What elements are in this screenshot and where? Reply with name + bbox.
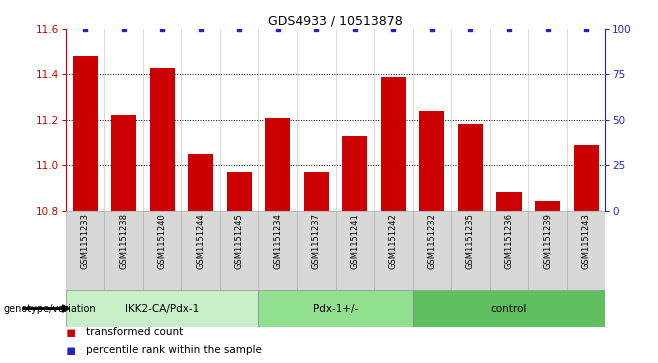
Bar	[535, 201, 560, 211]
Text: ▪: ▪	[66, 343, 76, 358]
Text: control: control	[491, 303, 527, 314]
Text: GSM1151242: GSM1151242	[389, 213, 398, 269]
Bar	[297, 211, 336, 290]
Bar	[413, 290, 605, 327]
Bar	[413, 211, 451, 290]
Bar	[66, 211, 105, 290]
Bar	[490, 211, 528, 290]
Bar	[220, 211, 259, 290]
Bar	[574, 145, 599, 211]
Bar	[105, 211, 143, 290]
Bar	[265, 118, 290, 211]
Bar	[567, 211, 605, 290]
Text: ▪: ▪	[66, 325, 76, 340]
Bar	[374, 211, 413, 290]
Bar	[451, 211, 490, 290]
Bar	[66, 290, 259, 327]
Bar	[111, 115, 136, 211]
Text: transformed count: transformed count	[86, 327, 183, 337]
Bar	[342, 136, 367, 211]
Text: GSM1151240: GSM1151240	[158, 213, 166, 269]
Text: GSM1151245: GSM1151245	[235, 213, 243, 269]
Text: Pdx-1+/-: Pdx-1+/-	[313, 303, 358, 314]
Bar	[182, 211, 220, 290]
Bar	[188, 154, 213, 211]
Bar	[336, 211, 374, 290]
Bar	[381, 77, 406, 211]
Text: GSM1151244: GSM1151244	[196, 213, 205, 269]
Bar	[497, 192, 522, 211]
Text: GSM1151234: GSM1151234	[273, 213, 282, 269]
Bar	[304, 172, 329, 211]
Text: GSM1151238: GSM1151238	[119, 213, 128, 269]
Text: GSM1151237: GSM1151237	[312, 213, 321, 269]
Text: GSM1151239: GSM1151239	[543, 213, 552, 269]
Text: GSM1151241: GSM1151241	[350, 213, 359, 269]
Text: genotype/variation: genotype/variation	[3, 303, 96, 314]
Bar	[227, 172, 252, 211]
Text: percentile rank within the sample: percentile rank within the sample	[86, 345, 261, 355]
Text: GSM1151243: GSM1151243	[582, 213, 591, 269]
Text: GSM1151236: GSM1151236	[505, 213, 513, 269]
Bar	[143, 211, 182, 290]
Bar	[259, 211, 297, 290]
Title: GDS4933 / 10513878: GDS4933 / 10513878	[268, 15, 403, 28]
Text: GSM1151233: GSM1151233	[80, 213, 89, 269]
Bar	[419, 111, 444, 211]
Text: GSM1151232: GSM1151232	[428, 213, 436, 269]
Bar	[528, 211, 567, 290]
Text: GSM1151235: GSM1151235	[466, 213, 475, 269]
Bar	[458, 125, 483, 211]
Bar	[72, 56, 97, 211]
Text: IKK2-CA/Pdx-1: IKK2-CA/Pdx-1	[125, 303, 199, 314]
Bar	[259, 290, 413, 327]
Bar	[149, 68, 174, 211]
